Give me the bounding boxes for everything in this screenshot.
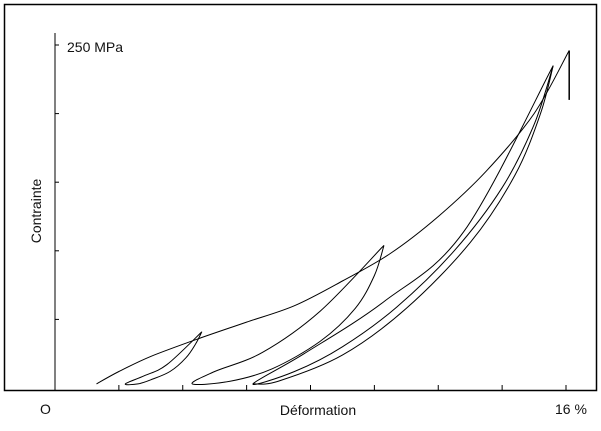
y-max-label: 250 MPa	[67, 39, 123, 55]
series-line-1	[96, 50, 570, 385]
series-line-3	[124, 331, 203, 386]
series-layer	[96, 50, 570, 386]
y-axis-label: Contrainte	[28, 178, 44, 243]
y-axis-ticks	[55, 44, 59, 320]
x-axis-ticks	[54, 385, 567, 390]
series-line-6	[252, 65, 554, 385]
x-max-label: 16 %	[555, 401, 587, 417]
x-axis-label: Déformation	[280, 402, 356, 418]
series-line-4	[191, 244, 385, 386]
x-origin-label: O	[40, 401, 51, 417]
series-line-5	[252, 65, 554, 385]
chart-border	[3, 3, 598, 392]
